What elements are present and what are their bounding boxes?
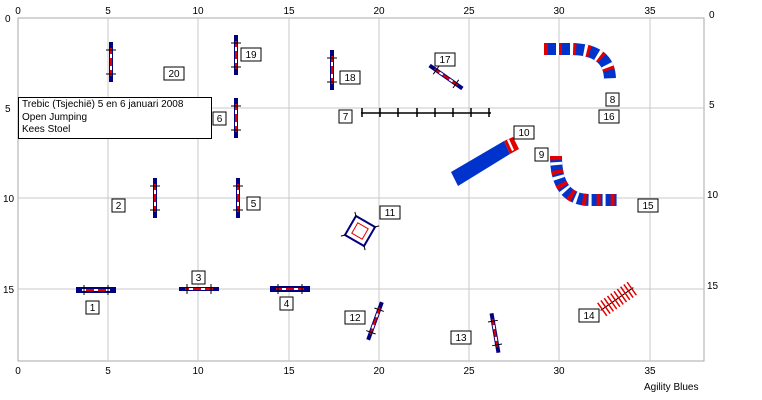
- top-tick-20: 20: [373, 6, 385, 17]
- label-16-text: 16: [603, 112, 615, 123]
- label-8: 8: [605, 92, 620, 107]
- label-4: 4: [279, 296, 294, 311]
- jump-13: [487, 312, 503, 354]
- label-17: 17: [434, 52, 456, 67]
- label-2-text: 2: [116, 201, 122, 212]
- label-6-text: 6: [217, 114, 223, 125]
- event-title: Trebic (Tsjechië) 5 en 6 januari 2008: [22, 99, 184, 110]
- label-1: 1: [85, 300, 100, 315]
- label-5: 5: [246, 196, 261, 211]
- bottom-tick-10: 10: [192, 366, 204, 377]
- label-6: 6: [212, 111, 227, 126]
- left-axis: 0 5 10 15: [3, 14, 15, 296]
- label-8-text: 8: [610, 95, 616, 106]
- label-5-text: 5: [251, 199, 257, 210]
- top-tick-5: 5: [105, 6, 111, 17]
- label-20: 20: [163, 66, 185, 81]
- bottom-tick-20: 20: [373, 366, 385, 377]
- bottom-tick-30: 30: [553, 366, 565, 377]
- left-tick-5: 5: [5, 104, 11, 115]
- jump-1: [76, 285, 116, 295]
- label-19: 19: [240, 47, 262, 62]
- top-axis: 0 5 10 15 20 25 30 35: [15, 6, 656, 17]
- jump-19: [231, 35, 241, 75]
- bottom-tick-15: 15: [283, 366, 295, 377]
- right-tick-0: 0: [709, 10, 715, 21]
- label-2: 2: [111, 198, 126, 213]
- label-7: 7: [338, 109, 353, 124]
- jump-18: [327, 50, 337, 90]
- left-tick-10: 10: [3, 194, 15, 205]
- tunnel-9: [550, 155, 617, 206]
- label-18-text: 18: [344, 73, 356, 84]
- right-tick-5: 5: [709, 100, 715, 111]
- bottom-tick-35: 35: [644, 366, 656, 377]
- bottom-tick-25: 25: [463, 366, 475, 377]
- number-labels: 1 2 3 4 5 6 7 8 9 10 11 12 13 14 15 16 1…: [85, 47, 659, 345]
- label-20-text: 20: [168, 69, 180, 80]
- right-axis: 0 5 10 15: [707, 10, 719, 292]
- jump-17: [428, 63, 464, 91]
- right-tick-10: 10: [707, 190, 719, 201]
- label-18: 18: [339, 70, 361, 85]
- top-tick-15: 15: [283, 6, 295, 17]
- label-9: 9: [534, 147, 549, 162]
- label-3-text: 3: [196, 273, 202, 284]
- jump-3: [179, 284, 219, 294]
- label-14-text: 14: [583, 311, 595, 322]
- label-12-text: 12: [349, 313, 361, 324]
- jump-20: [106, 42, 116, 82]
- judge-name: Kees Stoel: [22, 124, 71, 135]
- label-15: 15: [637, 198, 659, 213]
- chute-10: [451, 137, 519, 186]
- wall-7: [361, 108, 491, 117]
- left-tick-15: 15: [3, 285, 15, 296]
- label-4-text: 4: [284, 299, 290, 310]
- jump-12: [366, 301, 384, 341]
- bottom-tick-5: 5: [105, 366, 111, 377]
- class-name: Open Jumping: [22, 111, 88, 123]
- jump-6: [231, 98, 241, 138]
- bottom-axis: 0 5 10 15 20 25 30 35: [15, 366, 656, 377]
- weave-14: [597, 281, 637, 317]
- label-7-text: 7: [343, 112, 349, 123]
- top-tick-30: 30: [553, 6, 565, 17]
- top-tick-25: 25: [463, 6, 475, 17]
- label-13-text: 13: [455, 333, 467, 344]
- label-16: 16: [598, 109, 620, 124]
- label-13: 13: [450, 330, 472, 345]
- label-11-text: 11: [385, 208, 396, 219]
- top-tick-0: 0: [15, 6, 21, 17]
- label-19-text: 19: [245, 50, 257, 61]
- label-14: 14: [578, 308, 600, 323]
- course-info-box: Trebic (Tsjechië) 5 en 6 januari 2008 Op…: [18, 97, 212, 139]
- bottom-tick-0: 0: [15, 366, 21, 377]
- label-15-text: 15: [642, 201, 654, 212]
- label-10: 10: [513, 125, 535, 140]
- label-3: 3: [191, 270, 206, 285]
- label-1-text: 1: [90, 303, 96, 314]
- top-tick-35: 35: [644, 6, 656, 17]
- top-tick-10: 10: [192, 6, 204, 17]
- label-11: 11: [379, 205, 401, 220]
- table-11: [340, 211, 380, 251]
- right-tick-15: 15: [707, 281, 719, 292]
- left-tick-0: 0: [5, 14, 11, 25]
- label-12: 12: [344, 310, 366, 325]
- label-10-text: 10: [518, 128, 530, 139]
- label-17-text: 17: [439, 55, 451, 66]
- credit-text: Agility Blues: [644, 382, 699, 393]
- jump-5: [233, 178, 243, 218]
- jump-4: [270, 284, 310, 294]
- jump-2: [150, 178, 160, 218]
- label-9-text: 9: [539, 150, 545, 161]
- tunnel-8: [544, 43, 616, 81]
